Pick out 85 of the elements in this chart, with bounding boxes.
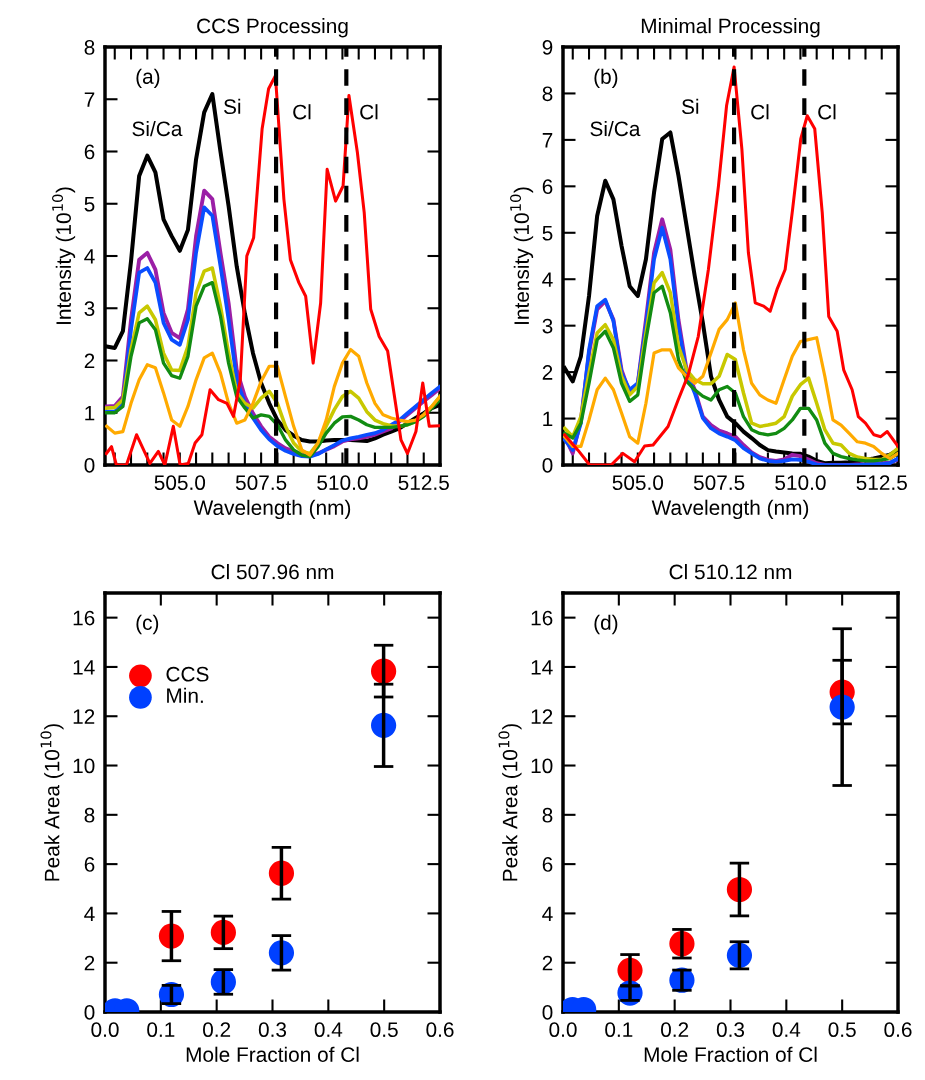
y-tick-label: 0 xyxy=(84,1005,95,1020)
y-tick-label: 8 xyxy=(542,807,553,823)
x-tick-label: 0.4 xyxy=(772,1022,801,1038)
x-tick-label: 0.2 xyxy=(203,1022,231,1038)
y-tick-label: 16 xyxy=(531,610,553,626)
x-tick-label: 0.6 xyxy=(884,1022,912,1038)
y-tick-label: 3 xyxy=(84,301,95,316)
y-tick-label: 6 xyxy=(542,179,553,195)
y-tick-label: 4 xyxy=(542,906,553,921)
x-tick-label: 505.0 xyxy=(154,475,206,491)
y-tick-label: 10 xyxy=(73,758,95,774)
y-tick-label: 4 xyxy=(84,249,95,264)
x-tick-label: 510.0 xyxy=(775,475,826,491)
annotation: Cl xyxy=(293,104,311,120)
y-tick-label: 0 xyxy=(84,458,95,473)
y-tick-label: 3 xyxy=(542,318,553,334)
y-tick-label: 2 xyxy=(542,365,553,380)
annotation: (b) xyxy=(594,68,618,89)
y-tick-label: 7 xyxy=(84,92,95,107)
y-axis-title: Peak Area (10$^{10}$) xyxy=(498,724,522,881)
y-tick-label: 4 xyxy=(84,906,95,921)
annotation: Cl xyxy=(751,104,769,120)
x-tick-label: 512.5 xyxy=(398,475,449,491)
x-tick-label: 507.5 xyxy=(235,475,287,491)
y-tick-label: 7 xyxy=(542,133,553,148)
x-tick-label: 0.6 xyxy=(426,1022,454,1038)
y-tick-label: 0 xyxy=(542,458,553,473)
y-tick-label: 8 xyxy=(542,86,553,102)
annotation: Si/Ca xyxy=(590,120,641,137)
chart-title: Minimal Processing xyxy=(641,18,820,38)
x-tick-label: 505.0 xyxy=(612,475,664,491)
x-tick-label: 0.2 xyxy=(661,1022,689,1038)
legend-label: CCS xyxy=(166,666,209,682)
x-tick-label: 0.0 xyxy=(549,1022,577,1038)
y-axis-title: Intensity (10$^{10}$) xyxy=(52,187,76,324)
y-tick-label: 5 xyxy=(542,225,553,241)
annotation: Cl xyxy=(818,104,836,120)
annotation: (a) xyxy=(136,68,160,89)
chart-title: Cl 507.96 nm xyxy=(211,564,334,580)
y-tick-label: 6 xyxy=(84,144,95,160)
annotation: Si xyxy=(681,98,699,115)
y-tick-label: 10 xyxy=(531,758,553,774)
y-tick-label: 0 xyxy=(542,1005,553,1020)
x-axis-title: Wavelength (nm) xyxy=(651,499,809,520)
x-tick-label: 0.4 xyxy=(314,1022,343,1038)
y-tick-label: 9 xyxy=(542,40,553,55)
legend-label: Min. xyxy=(167,687,203,703)
y-tick-label: 1 xyxy=(85,405,95,421)
y-tick-label: 2 xyxy=(542,955,553,971)
y-tick-label: 12 xyxy=(531,709,553,724)
y-tick-label: 12 xyxy=(73,709,95,724)
y-tick-label: 6 xyxy=(542,857,553,872)
x-tick-label: 0.5 xyxy=(828,1022,856,1038)
y-tick-label: 4 xyxy=(542,272,553,287)
x-tick-label: 0.5 xyxy=(370,1022,398,1038)
y-tick-label: 6 xyxy=(84,857,95,872)
y-axis-title: Intensity (10$^{10}$) xyxy=(510,187,534,324)
annotation: (c) xyxy=(136,614,159,635)
y-tick-label: 14 xyxy=(73,660,95,675)
x-tick-label: 512.5 xyxy=(856,475,907,491)
x-tick-label: 507.5 xyxy=(693,475,745,491)
x-tick-label: 0.0 xyxy=(91,1022,119,1038)
y-tick-label: 16 xyxy=(73,610,95,626)
x-axis-title: Mole Fraction of Cl xyxy=(644,1046,817,1062)
x-axis-title: Wavelength (nm) xyxy=(193,499,351,520)
annotation: Cl xyxy=(360,104,378,120)
x-tick-label: 0.3 xyxy=(258,1022,287,1038)
annotation: Si/Ca xyxy=(132,120,183,137)
y-tick-label: 8 xyxy=(84,40,95,55)
y-tick-label: 1 xyxy=(543,411,553,427)
x-axis-title: Mole Fraction of Cl xyxy=(186,1046,359,1062)
x-tick-label: 510.0 xyxy=(317,475,368,491)
y-tick-label: 5 xyxy=(84,196,95,212)
y-tick-label: 14 xyxy=(531,660,553,675)
annotation: (d) xyxy=(594,614,618,635)
x-tick-label: 0.3 xyxy=(716,1022,745,1038)
y-tick-label: 2 xyxy=(84,353,95,369)
y-axis-title: Peak Area (10$^{10}$) xyxy=(40,724,64,881)
x-tick-label: 0.1 xyxy=(147,1022,175,1038)
annotation: Si xyxy=(223,98,241,115)
y-tick-label: 2 xyxy=(84,955,95,971)
chart-title: CCS Processing xyxy=(197,18,348,38)
chart-title: Cl 510.12 nm xyxy=(669,564,792,580)
y-tick-label: 8 xyxy=(84,807,95,823)
x-tick-label: 0.1 xyxy=(605,1022,633,1038)
